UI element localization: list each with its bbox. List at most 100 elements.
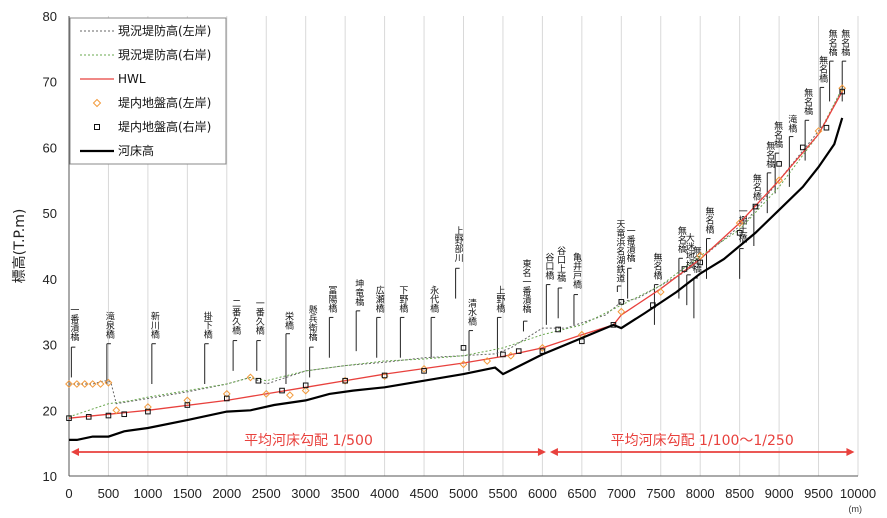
legend-entry: HWL (118, 72, 146, 86)
bridge-label: 一番潰橋 (68, 305, 79, 342)
legend-entry: 堤内地盤高(左岸) (118, 95, 211, 110)
legend-entry: 現況堤防高(右岸) (118, 47, 211, 62)
ground-right-point (342, 377, 348, 384)
bridge-label: 永代橋 (428, 284, 439, 313)
ground-right-point (381, 372, 388, 379)
bridge-label: 掛下橋 (202, 311, 213, 340)
bridge-label: 無名橋 (676, 225, 687, 254)
bridge-label: 一番久橋 (254, 299, 265, 336)
x-tick-label: 3500 (331, 486, 360, 501)
bridge-label: 無名橋 (651, 251, 662, 280)
ground-right-point (736, 230, 743, 236)
ground-right-point (839, 88, 846, 95)
ground-right-point (515, 348, 522, 354)
x-tick-label: 6500 (567, 486, 596, 501)
levee-left-line (69, 88, 843, 405)
ground-left-point (775, 176, 784, 185)
gradient-label: 平均河床勾配 1/100～1/250 (611, 433, 794, 449)
x-tick-label: 1000 (133, 486, 162, 501)
ground-left-point (617, 307, 626, 316)
bridge-label: 広瀬橋 (374, 284, 385, 313)
ground-left-point (483, 357, 492, 365)
bridge-label: 無名橋 (802, 87, 813, 116)
ground-right-point (618, 299, 625, 305)
x-tick-label: 7500 (646, 486, 675, 501)
bridge-label: 上野部川 (453, 226, 464, 262)
gradient-label: 平均河床勾配 1/500 (244, 433, 373, 449)
ground-left-point (814, 127, 823, 135)
x-tick-label: 4000 (370, 486, 399, 501)
ground-right-point (184, 402, 191, 408)
gradient-arrowhead-left (549, 448, 558, 456)
legend-entry: 堤内地盤高(右岸) (118, 119, 211, 134)
bridge-label: 懸兵衛橋 (307, 305, 318, 342)
bridge-label: 無名橋 (839, 28, 850, 57)
bridge-label: 無名橋 (817, 54, 828, 83)
legend-entry: 現況堤防高(左岸) (118, 23, 211, 38)
ground-right-point (85, 414, 92, 420)
bridge-label: 上野橋 (494, 285, 505, 313)
legend-swatch (92, 98, 102, 108)
x-tick-label: 8000 (686, 486, 715, 501)
ground-right-point (302, 382, 309, 389)
ground-left-point (65, 380, 73, 388)
legend-box (69, 17, 227, 165)
y-tick-label: 50 (43, 206, 57, 221)
riverbed-line (69, 117, 844, 441)
ground-right-point (823, 124, 830, 131)
ground-left-point (301, 386, 310, 395)
ground-left-point (96, 380, 105, 388)
bridge-label: 滝橋 (786, 114, 797, 133)
ground-right-point (145, 408, 151, 415)
bridge-label: 下野橋 (397, 285, 408, 313)
y-tick-label: 30 (43, 338, 57, 353)
x-tick-label: 0 (65, 486, 72, 501)
x-tick-label: 500 (98, 486, 120, 501)
y-tick-label: 40 (43, 272, 57, 287)
bridge-label: 新川橋 (149, 311, 160, 340)
y-tick-label: 70 (43, 75, 57, 90)
bridge-label: 坤竜橋 (353, 278, 364, 307)
bridge-label: 一棚土橋 (737, 207, 748, 244)
bridge-label: 二番久橋 (230, 299, 241, 336)
ground-left-point (459, 360, 468, 369)
bridge-label: 無名橋 (751, 173, 762, 202)
x-axis-unit: (m) (849, 504, 863, 514)
x-tick-label: 9000 (765, 486, 794, 501)
bridge-label: 清水橋 (466, 297, 477, 326)
x-tick-label: 2000 (212, 486, 241, 501)
bridge-label: 谷口橋 (543, 252, 554, 280)
ground-right-point (460, 345, 467, 351)
y-tick-label: 80 (43, 9, 57, 24)
bridge-label: 無名橋 (764, 140, 775, 169)
bridge-label: 無名橋 (704, 205, 715, 234)
x-tick-label: 8500 (725, 486, 754, 501)
ground-right-point (500, 351, 506, 358)
ground-left-point (286, 391, 294, 400)
ground-left-point (696, 251, 705, 260)
x-tick-label: 9500 (804, 486, 833, 501)
ground-right-point (752, 203, 759, 210)
ground-left-point (222, 389, 231, 398)
ground-left-point (80, 380, 89, 388)
bridge-label: 大迷地橋 (684, 232, 695, 270)
y-axis-label: 標高(T.P.m) (11, 209, 28, 284)
bridge-label: 栄橋 (283, 311, 294, 331)
bridge-label: 天竜浜名湖鉄道 (614, 220, 625, 284)
ground-right-point (697, 259, 704, 266)
ground-right-point (421, 368, 427, 374)
ground-right-point (799, 144, 806, 151)
x-tick-label: 4500 (410, 486, 439, 501)
ground-right-point (255, 377, 262, 384)
y-tick-label: 10 (43, 469, 57, 484)
axes: 10 20 30 40 50 60 70 80 0 500 1000 1500 2000 2500 3000… (11, 9, 876, 514)
ground-left-point (183, 396, 192, 405)
ground-left-point (143, 403, 152, 411)
ground-right-point (776, 161, 782, 167)
y-tick-label: 20 (43, 403, 57, 418)
gradient-arrowhead-right (537, 448, 546, 456)
ground-left-point (656, 288, 665, 296)
bridge-label: 一番潰橋 (625, 226, 636, 263)
bridge-label: 東名一番潰橋 (520, 258, 531, 314)
bridge-label: 亀井戸橋 (571, 251, 582, 289)
